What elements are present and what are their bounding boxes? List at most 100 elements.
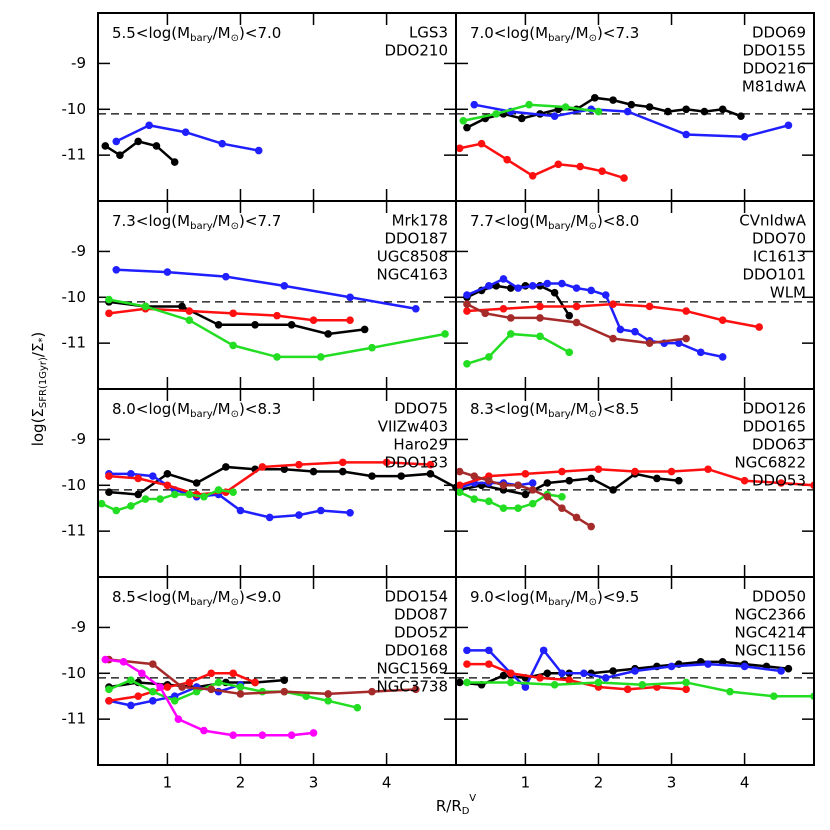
data-point: [346, 316, 354, 325]
series-line: [466, 332, 570, 365]
data-point: [112, 137, 121, 146]
data-point: [178, 302, 186, 311]
y-tick-label: -9: [71, 54, 86, 72]
y-tick-label: -9: [71, 430, 86, 448]
data-point: [317, 353, 325, 361]
data-point: [105, 685, 113, 694]
data-point: [572, 513, 581, 522]
data-point: [718, 316, 727, 325]
data-point: [163, 268, 172, 276]
y-tick-label: -10: [62, 476, 87, 494]
data-point: [755, 323, 764, 331]
data-point: [360, 325, 369, 334]
series-line: [108, 298, 446, 359]
x-axis-label: R/RDV: [436, 793, 476, 817]
data-point: [682, 678, 690, 687]
data-point: [558, 669, 566, 678]
data-point: [616, 325, 625, 334]
data-point: [561, 103, 570, 111]
data-point: [485, 497, 493, 506]
data-point: [506, 669, 515, 678]
data-point: [682, 685, 690, 694]
data-point: [218, 139, 227, 148]
panel: CVnIdwADDO70IC1613DDO101WLM7.7<log(Mbary…: [455, 200, 815, 390]
data-point: [200, 492, 208, 501]
data-point: [207, 669, 216, 678]
data-point: [528, 486, 537, 494]
data-point: [675, 476, 683, 485]
data-point: [236, 506, 245, 515]
data-point: [704, 660, 712, 668]
data-point: [463, 359, 471, 368]
data-point: [463, 678, 471, 687]
data-point: [258, 731, 267, 739]
data-point: [185, 490, 194, 499]
data-point: [667, 662, 676, 671]
data-point: [463, 291, 471, 299]
data-point: [170, 490, 179, 499]
panel: DDO69DDO155DDO216M81dwA7.0<log(Mbary/M⊙)…: [455, 12, 815, 202]
data-point: [229, 488, 237, 496]
data-point: [229, 309, 237, 318]
legend-entry: DDO187: [384, 230, 448, 248]
data-point: [273, 353, 281, 361]
x-tick-label: 4: [740, 774, 750, 792]
data-point: [718, 353, 727, 361]
data-point: [543, 492, 552, 501]
data-point: [456, 481, 464, 490]
legend-entry: NGC1569: [377, 660, 449, 678]
data-point: [536, 332, 544, 341]
data-point: [631, 667, 639, 675]
data-point: [258, 463, 267, 471]
legend-entry: M81dwA: [742, 78, 807, 96]
data-point: [550, 288, 559, 297]
data-point: [127, 470, 135, 478]
legend-entry: NGC6822: [735, 454, 807, 472]
panel-title: 8.3<log(Mbary/M⊙)<8.5: [470, 400, 639, 421]
data-point: [251, 678, 259, 687]
legend-entry: DDO165: [742, 418, 806, 436]
y-tick-label: -11: [62, 710, 87, 728]
data-point: [682, 307, 690, 315]
y-tick-label: -11: [62, 334, 87, 352]
data-point: [127, 701, 135, 710]
data-point: [338, 467, 347, 476]
data-point: [682, 105, 690, 114]
data-point: [368, 687, 376, 696]
legend-entry: CVnIdwA: [739, 212, 806, 230]
data-point: [580, 669, 588, 678]
data-point: [740, 476, 749, 485]
data-point: [309, 467, 318, 476]
data-point: [368, 472, 376, 480]
data-point: [536, 314, 544, 322]
data-point: [353, 703, 362, 712]
data-point: [528, 479, 537, 487]
panel-title: 8.0<log(Mbary/M⊙)<8.3: [112, 400, 281, 421]
data-point: [514, 284, 522, 292]
data-point: [609, 300, 617, 308]
data-point: [156, 683, 164, 691]
legend-entry: DDO216: [742, 60, 806, 78]
data-point: [506, 330, 515, 338]
data-point: [609, 96, 617, 104]
data-point: [163, 470, 172, 478]
data-point: [463, 123, 471, 132]
data-point: [623, 107, 632, 116]
legend-entry: IC1613: [753, 248, 806, 266]
data-point: [463, 646, 471, 655]
x-tick-label: 4: [382, 774, 392, 792]
y-tick-label: -9: [71, 242, 86, 260]
data-point: [506, 678, 515, 687]
data-point: [784, 121, 793, 130]
panel-title: 7.0<log(Mbary/M⊙)<7.3: [470, 24, 639, 45]
data-point: [576, 162, 585, 171]
data-point: [141, 302, 150, 311]
legend-entry: Mrk178: [392, 212, 448, 230]
data-point: [506, 314, 515, 322]
y-tick-label: -11: [62, 522, 87, 540]
panel: -11-10-9Mrk178DDO187UGC8508NGC41637.3<lo…: [62, 200, 457, 390]
data-point: [609, 667, 617, 675]
data-point: [543, 479, 552, 487]
series-line: [466, 303, 687, 345]
panel-title: 7.7<log(Mbary/M⊙)<8.0: [470, 212, 639, 233]
